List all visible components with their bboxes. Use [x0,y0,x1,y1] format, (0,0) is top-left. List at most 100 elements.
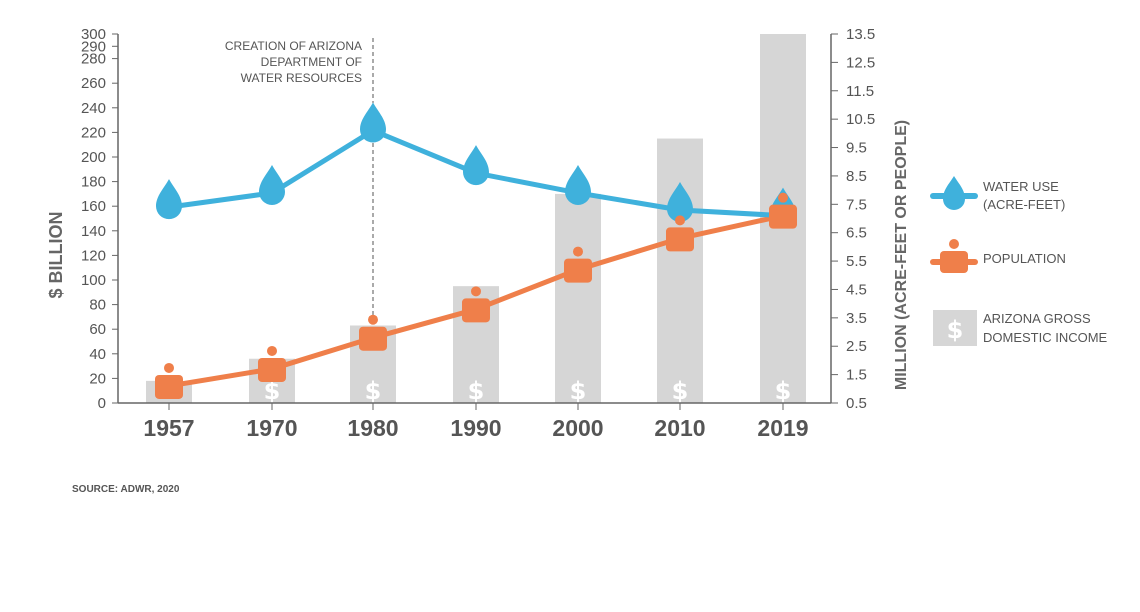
dollar-icon: $ [365,377,382,405]
person-head [471,286,481,297]
y-tick-label: 160 [81,198,106,215]
person-body [258,357,286,382]
y2-tick-label: 5.5 [846,253,867,270]
source-note: SOURCE: ADWR, 2020 [72,484,180,495]
water-drop-icon [259,164,285,205]
y-tick-label: 200 [81,149,106,166]
water-drop-icon [360,102,386,143]
y-tick-label: 140 [81,223,106,240]
y2-tick-label: 7.5 [846,196,867,213]
legend-population-label: POPULATION [983,251,1066,266]
y2-tick-label: 2.5 [846,338,867,355]
water-drop-icon [565,164,591,205]
y-tick-label: 60 [89,321,106,338]
person-icon [666,215,694,252]
y-ticks: 0 20 40 60 80 100 120 140 160 180 200 220 240 260 2802… [81,26,118,412]
person-icon [940,239,968,273]
x-tick-label: 1980 [347,415,398,441]
annotation: CREATION OF ARIZONA DEPARTMENT OF WATER … [225,38,374,320]
y2-tick-label: 9.5 [846,140,867,157]
legend-income-label-1: ARIZONA GROSS [983,311,1091,326]
water-drop-icon [943,176,965,210]
legend-water-label-1: WATER USE [983,179,1059,194]
y2-tick-label: 11.5 [846,83,874,100]
dollar-icon: $ [570,377,587,405]
person-icon [258,345,286,382]
y2-ticks: 0.5 1.5 2.5 3.5 4.5 5.5 6.5 7.5 8.5 9.5 10.5 11.5 12… [831,26,875,412]
y-tick-label: 0 [98,395,106,412]
person-body [769,204,797,229]
legend-water: WATER USE (ACRE-FEET) [930,176,1065,212]
y2-tick-label: 8.5 [846,168,867,185]
bars-layer: $ $ $ $ $ $ [146,34,806,405]
y-tick-label: 80 [89,297,106,314]
axes-layer [117,34,832,404]
income-bar [657,138,703,404]
x-tick-label: 2000 [552,415,603,441]
y2-tick-label: 4.5 [846,281,867,298]
person-body [564,258,592,283]
person-icon [462,286,490,323]
y2-tick-label: 10.5 [846,111,875,128]
y-tick-label: 120 [81,247,106,264]
y2-tick-label: 3.5 [846,310,867,327]
person-head [267,345,277,356]
water-drop-icon [463,145,489,186]
y2-tick-label: 6.5 [846,225,867,242]
y-tick-label: 100 [81,272,106,289]
legend-income-swatch [933,310,977,346]
legend-population: POPULATION [930,239,1066,273]
y-tick-label: 240 [81,100,106,117]
x-ticks: 1957 1970 1980 1990 2000 2010 2019 [143,403,809,441]
annotation-line-1: CREATION OF ARIZONA [225,39,362,53]
person-body [666,227,694,252]
water-drop-icon [156,179,182,220]
legend-income: $ ARIZONA GROSS DOMESTIC INCOME [933,310,1108,346]
dollar-icon: $ [468,377,485,405]
person-head [675,215,685,226]
person-head [778,192,788,203]
income-bar [555,193,601,403]
y-tick-label: 20 [89,370,106,387]
y-axis-title: $ BILLION [46,211,66,298]
dollar-icon: $ [672,377,689,405]
x-tick-label: 1990 [450,415,501,441]
y-tick-label: 260 [81,75,106,92]
y-tick-label: 290 [81,38,106,55]
y-tick-label: 280 [81,51,106,68]
person-icon [155,362,183,399]
y2-tick-label: 1.5 [846,367,867,384]
person-head [368,314,378,325]
y-tick-label: 40 [89,346,106,363]
legend-income-label-2: DOMESTIC INCOME [983,330,1108,345]
dollar-icon: $ [775,377,792,405]
person-head [164,362,174,373]
legend: WATER USE (ACRE-FEET) POPULATION $ ARIZO… [930,176,1108,346]
y-tick-label: 180 [81,174,106,191]
y-tick-label: 300 [81,26,106,43]
dollar-icon: $ [947,316,964,344]
person-icon [769,192,797,229]
x-tick-label: 1957 [143,415,194,441]
y2-tick-label: 12.5 [846,54,875,71]
legend-water-label-2: (ACRE-FEET) [983,197,1065,212]
y-tick-label: 220 [81,124,106,141]
y2-tick-label: 0.5 [846,395,867,412]
y2-tick-label: 13.5 [846,26,875,43]
person-body [359,326,387,351]
person-head [573,246,583,257]
markers-layer [155,102,797,399]
x-tick-label: 2010 [654,415,705,441]
annotation-line-3: WATER RESOURCES [241,71,362,85]
x-tick-label: 1970 [246,415,297,441]
y2-axis-title: MILLION (ACRE-FEET OR PEOPLE) [893,120,910,390]
annotation-line-2: DEPARTMENT OF [261,55,362,69]
person-icon [359,314,387,351]
person-body [155,374,183,399]
person-icon [564,246,592,283]
water-drop-icon [667,181,693,222]
person-body [462,298,490,323]
x-tick-label: 2019 [757,415,808,441]
dollar-icon: $ [264,377,281,405]
